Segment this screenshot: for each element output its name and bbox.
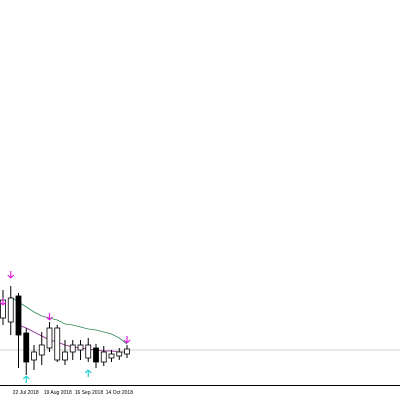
candle-body (108, 353, 115, 359)
x-tick-label: 22 Jul 2018 (13, 390, 39, 396)
signal-arrow (46, 313, 53, 321)
candle-body (116, 351, 123, 357)
signal-arrow (0, 298, 7, 306)
candle-body (124, 348, 130, 355)
signal-arrow (84, 369, 92, 377)
x-tick-label: 16 Sep 2018 (75, 390, 104, 396)
signal-arrow (22, 375, 30, 383)
candle-body (54, 327, 61, 361)
candle-body (77, 344, 84, 351)
ma-line (10, 296, 128, 345)
candle-body (85, 344, 92, 359)
candle-body (31, 351, 37, 361)
x-tick-label: 14 Oct 2018 (106, 390, 133, 396)
x-tick-label: 19 Aug 2018 (44, 390, 72, 396)
signal-arrow (123, 336, 131, 344)
candle-body (46, 327, 53, 349)
candle-body (15, 295, 22, 336)
candle-body (7, 297, 14, 323)
candle-body (23, 332, 30, 363)
signal-arrow (7, 271, 15, 279)
candle-body (93, 347, 99, 363)
candle-body (38, 344, 45, 356)
candle-body (69, 344, 76, 353)
candle-body (100, 351, 107, 363)
candle-body (62, 351, 68, 361)
